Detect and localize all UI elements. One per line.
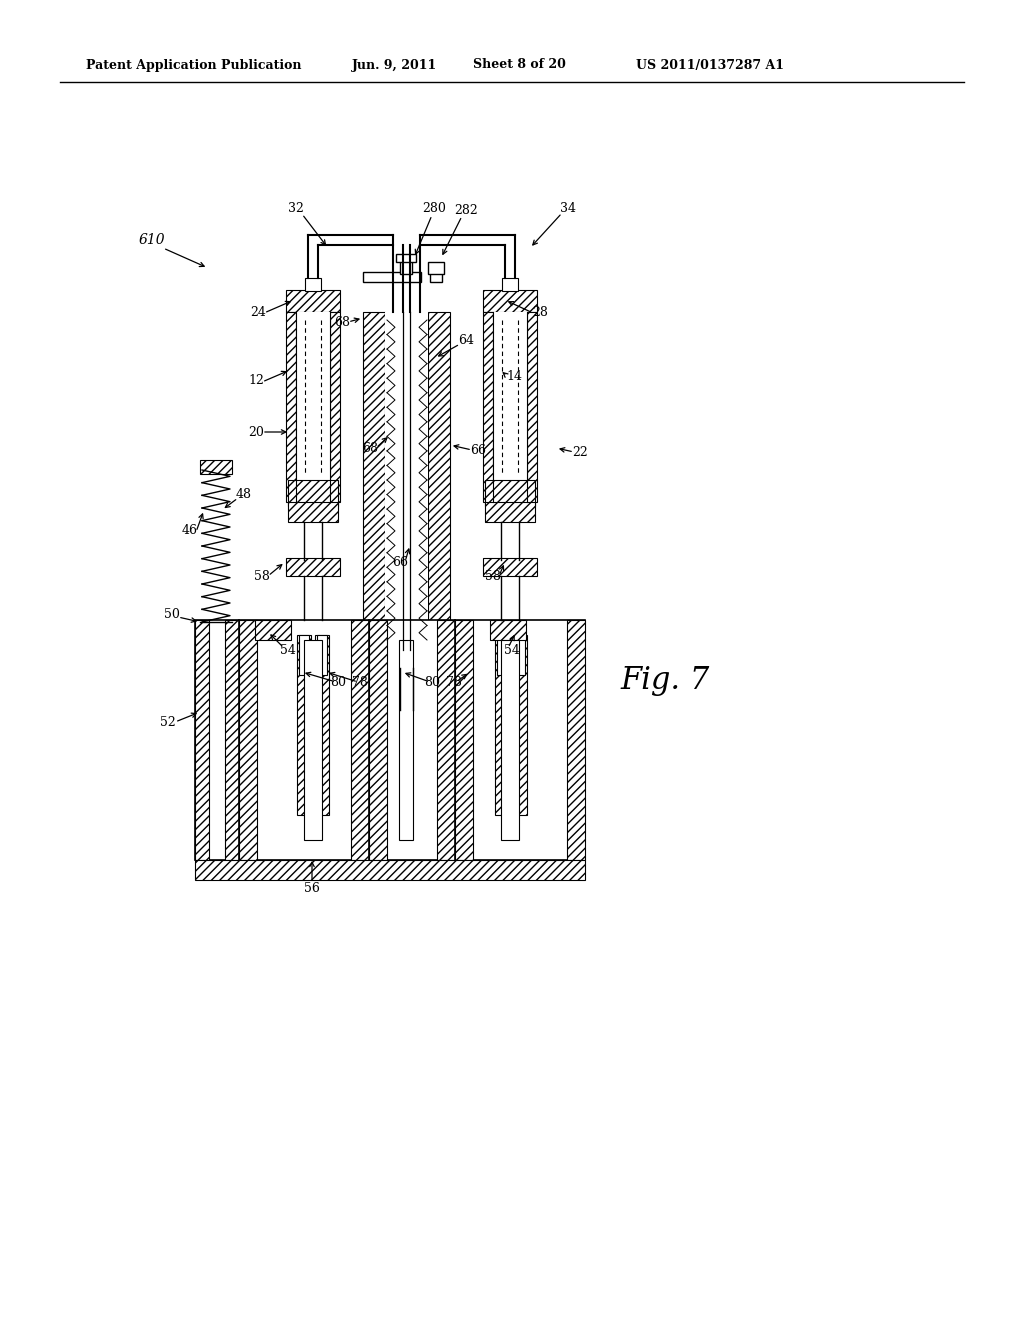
Bar: [195, 620, 209, 861]
Bar: [288, 502, 338, 521]
Text: 48: 48: [236, 487, 252, 500]
Text: 52: 52: [160, 715, 176, 729]
Bar: [351, 620, 369, 861]
Text: 78: 78: [446, 676, 462, 689]
Bar: [527, 312, 537, 502]
Bar: [497, 635, 507, 675]
Bar: [195, 861, 585, 880]
Text: Jun. 9, 2011: Jun. 9, 2011: [352, 58, 437, 71]
Bar: [195, 620, 239, 861]
Bar: [428, 312, 450, 652]
Bar: [362, 272, 421, 282]
Bar: [399, 640, 413, 840]
Bar: [485, 480, 535, 506]
Bar: [286, 290, 340, 312]
Text: 54: 54: [280, 644, 296, 656]
Bar: [296, 312, 330, 502]
Bar: [483, 312, 493, 502]
Bar: [483, 558, 537, 576]
Bar: [495, 635, 509, 814]
Text: 282: 282: [454, 203, 478, 216]
Bar: [513, 635, 527, 814]
Bar: [515, 635, 525, 675]
Bar: [255, 620, 291, 640]
Bar: [299, 635, 309, 675]
Bar: [400, 260, 412, 275]
Bar: [239, 620, 257, 861]
Text: 54: 54: [504, 644, 520, 656]
Text: 32: 32: [288, 202, 304, 214]
Text: 20: 20: [248, 425, 264, 438]
Bar: [455, 620, 473, 861]
Text: 50: 50: [164, 607, 180, 620]
Text: 58: 58: [254, 569, 270, 582]
Text: 58: 58: [485, 569, 501, 582]
Bar: [428, 261, 444, 275]
Bar: [455, 620, 585, 861]
Bar: [305, 279, 321, 290]
Bar: [200, 459, 232, 474]
Text: 46: 46: [182, 524, 198, 536]
Bar: [567, 620, 585, 861]
Bar: [304, 640, 322, 840]
Bar: [430, 272, 442, 282]
Bar: [501, 640, 519, 840]
Bar: [288, 480, 338, 506]
Text: Patent Application Publication: Patent Application Publication: [86, 58, 301, 71]
Text: US 2011/0137287 A1: US 2011/0137287 A1: [636, 58, 784, 71]
Text: Fig. 7: Fig. 7: [620, 664, 710, 696]
Text: 64: 64: [458, 334, 474, 347]
Bar: [396, 253, 416, 261]
Text: 66: 66: [392, 556, 408, 569]
Text: 24: 24: [250, 305, 266, 318]
Bar: [317, 635, 327, 675]
Text: 14: 14: [506, 370, 522, 383]
Text: 28: 28: [532, 305, 548, 318]
Bar: [369, 620, 387, 861]
Bar: [490, 620, 526, 640]
Bar: [493, 312, 527, 502]
Bar: [485, 502, 535, 521]
Bar: [225, 620, 239, 861]
Bar: [286, 312, 296, 502]
Text: 66: 66: [470, 444, 486, 457]
Text: 280: 280: [422, 202, 445, 214]
Text: 68: 68: [362, 441, 378, 454]
Text: 34: 34: [560, 202, 575, 214]
Bar: [315, 635, 329, 814]
Bar: [385, 312, 428, 652]
Bar: [362, 649, 450, 668]
Text: 12: 12: [248, 375, 264, 388]
Bar: [437, 620, 455, 861]
Bar: [297, 635, 311, 814]
Text: 80: 80: [424, 676, 440, 689]
Bar: [330, 312, 340, 502]
Bar: [502, 279, 518, 290]
Text: 80: 80: [330, 676, 346, 689]
Text: Sheet 8 of 20: Sheet 8 of 20: [473, 58, 566, 71]
Text: 68: 68: [334, 315, 350, 329]
Bar: [239, 620, 369, 861]
Bar: [483, 290, 537, 312]
Bar: [286, 558, 340, 576]
Text: 22: 22: [572, 446, 588, 458]
Text: 78: 78: [352, 676, 368, 689]
Text: 610: 610: [138, 234, 165, 247]
Bar: [369, 620, 455, 861]
Text: 56: 56: [304, 882, 319, 895]
Bar: [362, 312, 385, 652]
